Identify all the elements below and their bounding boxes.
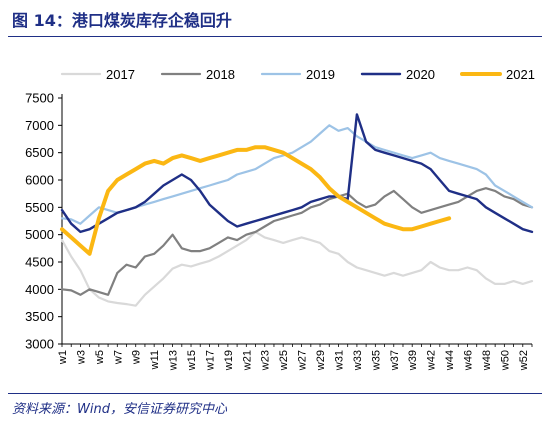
y-tick-label: 7000: [25, 118, 54, 133]
y-tick-label: 4500: [25, 255, 54, 270]
y-tick-label: 5000: [25, 227, 54, 242]
y-tick-label: 4000: [25, 282, 54, 297]
legend-label-2020: 2020: [406, 67, 435, 82]
y-tick-label: 7500: [25, 91, 54, 106]
series-line-2021: [60, 145, 452, 256]
x-tick-label: w33: [352, 350, 364, 371]
y-tick-label: 3000: [25, 337, 54, 352]
y-tick-label: 3500: [25, 309, 54, 324]
series-line-2020: [60, 113, 534, 234]
source-rule: [8, 393, 542, 394]
x-tick-label: w27: [297, 350, 309, 371]
x-tick-label: w9: [131, 350, 143, 365]
x-tick-label: w46: [462, 350, 474, 371]
y-tick-label: 6000: [25, 173, 54, 188]
x-tick-label: w7: [112, 350, 124, 365]
series-line-2017: [60, 230, 534, 307]
x-tick-label: w31: [333, 350, 345, 371]
figure-title: 图 14：港口煤炭库存企稳回升: [12, 11, 232, 30]
x-tick-label: w25: [278, 350, 290, 371]
x-tick-label: w11: [149, 350, 161, 370]
x-tick-label: w17: [204, 350, 216, 371]
x-tick-label: w52: [518, 350, 530, 371]
legend-label-2021: 2021: [506, 67, 535, 82]
x-tick-label: w39: [407, 350, 419, 371]
x-tick-label: w42: [426, 350, 438, 371]
x-tick-label: w19: [223, 350, 235, 371]
legend-label-2018: 2018: [206, 67, 235, 82]
x-tick-label: w48: [481, 350, 493, 371]
x-tick-label: w15: [186, 350, 198, 371]
x-tick-label: w37: [389, 350, 401, 371]
x-tick-label: w1: [57, 350, 69, 365]
x-tick-label: w50: [499, 350, 511, 371]
y-tick-label: 5500: [25, 200, 54, 215]
legend-label-2019: 2019: [306, 67, 335, 82]
line-chart: 3000 3500 4000 4500 5000 5500 6000 6500 7000 7500…: [25, 67, 535, 371]
x-tick-label: w3: [75, 350, 87, 365]
x-tick-label: w35: [370, 350, 382, 371]
x-tick-label: w13: [168, 350, 180, 371]
x-tick-label: w23: [260, 350, 272, 371]
x-tick-label: w44: [444, 350, 456, 371]
series-line-2018: [60, 187, 534, 296]
x-tick-label: w29: [315, 350, 327, 371]
x-tick-label: w5: [94, 350, 106, 365]
title-rule: [8, 36, 542, 37]
source-note: 资料来源：Wind，安信证券研究中心: [12, 402, 227, 417]
legend-label-2017: 2017: [106, 67, 135, 82]
y-tick-label: 6500: [25, 145, 54, 160]
x-tick-label: w21: [241, 350, 253, 371]
